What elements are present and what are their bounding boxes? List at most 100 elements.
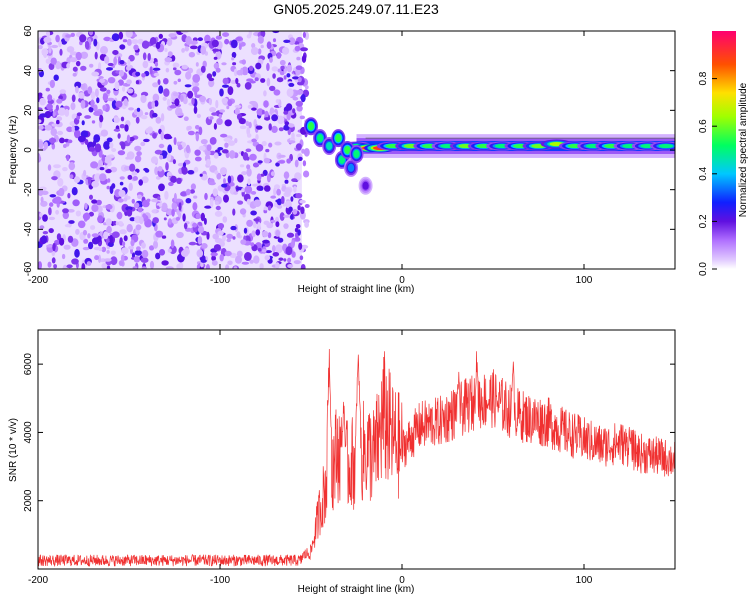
noise-speckle [136,107,141,112]
noise-speckle [45,87,50,92]
noise-speckle [113,116,120,124]
signal-blob [335,134,342,143]
noise-speckle [38,125,44,130]
noise-speckle [260,173,265,177]
noise-speckle [283,258,287,262]
noise-speckle [200,259,207,263]
noise-speckle [105,218,112,227]
noise-speckle [71,94,76,103]
noise-speckle [266,77,271,87]
noise-speckle [151,209,157,214]
noise-speckle [164,190,169,200]
noise-speckle [54,196,62,204]
noise-speckle [175,216,181,221]
noise-speckle [82,229,88,236]
noise-speckle [233,191,238,195]
noise-speckle [128,136,135,142]
noise-speckle [204,192,208,201]
noise-speckle [198,145,206,151]
noise-speckle [48,216,56,221]
noise-speckle [126,79,132,85]
noise-speckle [115,221,120,226]
noise-speckle [46,103,53,110]
noise-speckle [134,155,142,163]
noise-speckle [185,227,192,232]
noise-speckle [304,204,310,208]
noise-speckle [224,142,229,148]
noise-speckle [252,183,258,187]
noise-speckle [62,211,69,220]
noise-speckle [209,107,217,113]
noise-speckle [240,239,247,245]
noise-speckle [127,88,134,94]
noise-speckle [197,225,205,234]
noise-speckle [264,185,271,192]
noise-speckle [278,257,284,261]
noise-speckle [277,115,285,125]
noise-speckle [162,96,167,101]
noise-speckle [292,96,299,101]
noise-speckle [287,257,292,263]
noise-speckle [303,148,310,157]
noise-speckle [241,261,250,265]
noise-speckle [232,236,236,240]
noise-speckle [152,93,160,102]
noise-speckle [302,31,306,38]
noise-speckle [133,255,141,263]
noise-speckle [293,260,301,265]
noise-speckle [233,68,238,77]
noise-speckle [255,229,261,236]
colorbar-tick-label: 0.6 [698,119,709,133]
noise-speckle [83,169,87,177]
noise-speckle [248,31,252,37]
noise-speckle [266,41,272,49]
noise-speckle [271,66,279,72]
noise-speckle [205,264,210,269]
signal-blob [344,145,351,155]
noise-speckle [226,238,232,243]
noise-speckle [102,93,109,102]
noise-speckle [155,116,162,124]
noise-speckle [212,71,217,77]
noise-speckle [209,198,214,208]
noise-speckle [299,255,304,261]
snr-frame [37,329,676,570]
noise-speckle [260,78,266,83]
noise-speckle [223,178,226,184]
noise-speckle [51,257,56,264]
noise-speckle [98,247,103,252]
noise-speckle [286,64,293,73]
noise-speckle [48,137,57,144]
noise-speckle [295,224,301,229]
noise-speckle [199,173,203,177]
noise-speckle [246,198,251,205]
noise-speckle [212,233,219,240]
noise-speckle [55,104,60,111]
noise-speckle [119,44,126,50]
noise-speckle [275,262,280,269]
noise-speckle [119,60,125,65]
noise-speckle [211,39,219,48]
noise-speckle [58,187,65,197]
noise-speckle [257,222,261,230]
noise-speckle [275,244,283,254]
noise-speckle [106,137,113,143]
noise-speckle [286,88,294,97]
noise-speckle [178,202,182,211]
noise-speckle [123,197,128,202]
noise-speckle [70,102,76,111]
noise-speckle [167,51,173,57]
noise-speckle [67,235,74,243]
noise-speckle [220,133,228,138]
noise-speckle [272,252,280,257]
noise-speckle [294,227,299,233]
noise-speckle [256,108,264,116]
noise-speckle [248,121,252,129]
noise-speckle [268,123,272,131]
noise-speckle [290,213,294,220]
noise-speckle [191,97,195,106]
noise-speckle [140,115,148,120]
noise-speckle [251,138,258,143]
noise-speckle [221,97,229,104]
noise-speckle [283,124,290,131]
